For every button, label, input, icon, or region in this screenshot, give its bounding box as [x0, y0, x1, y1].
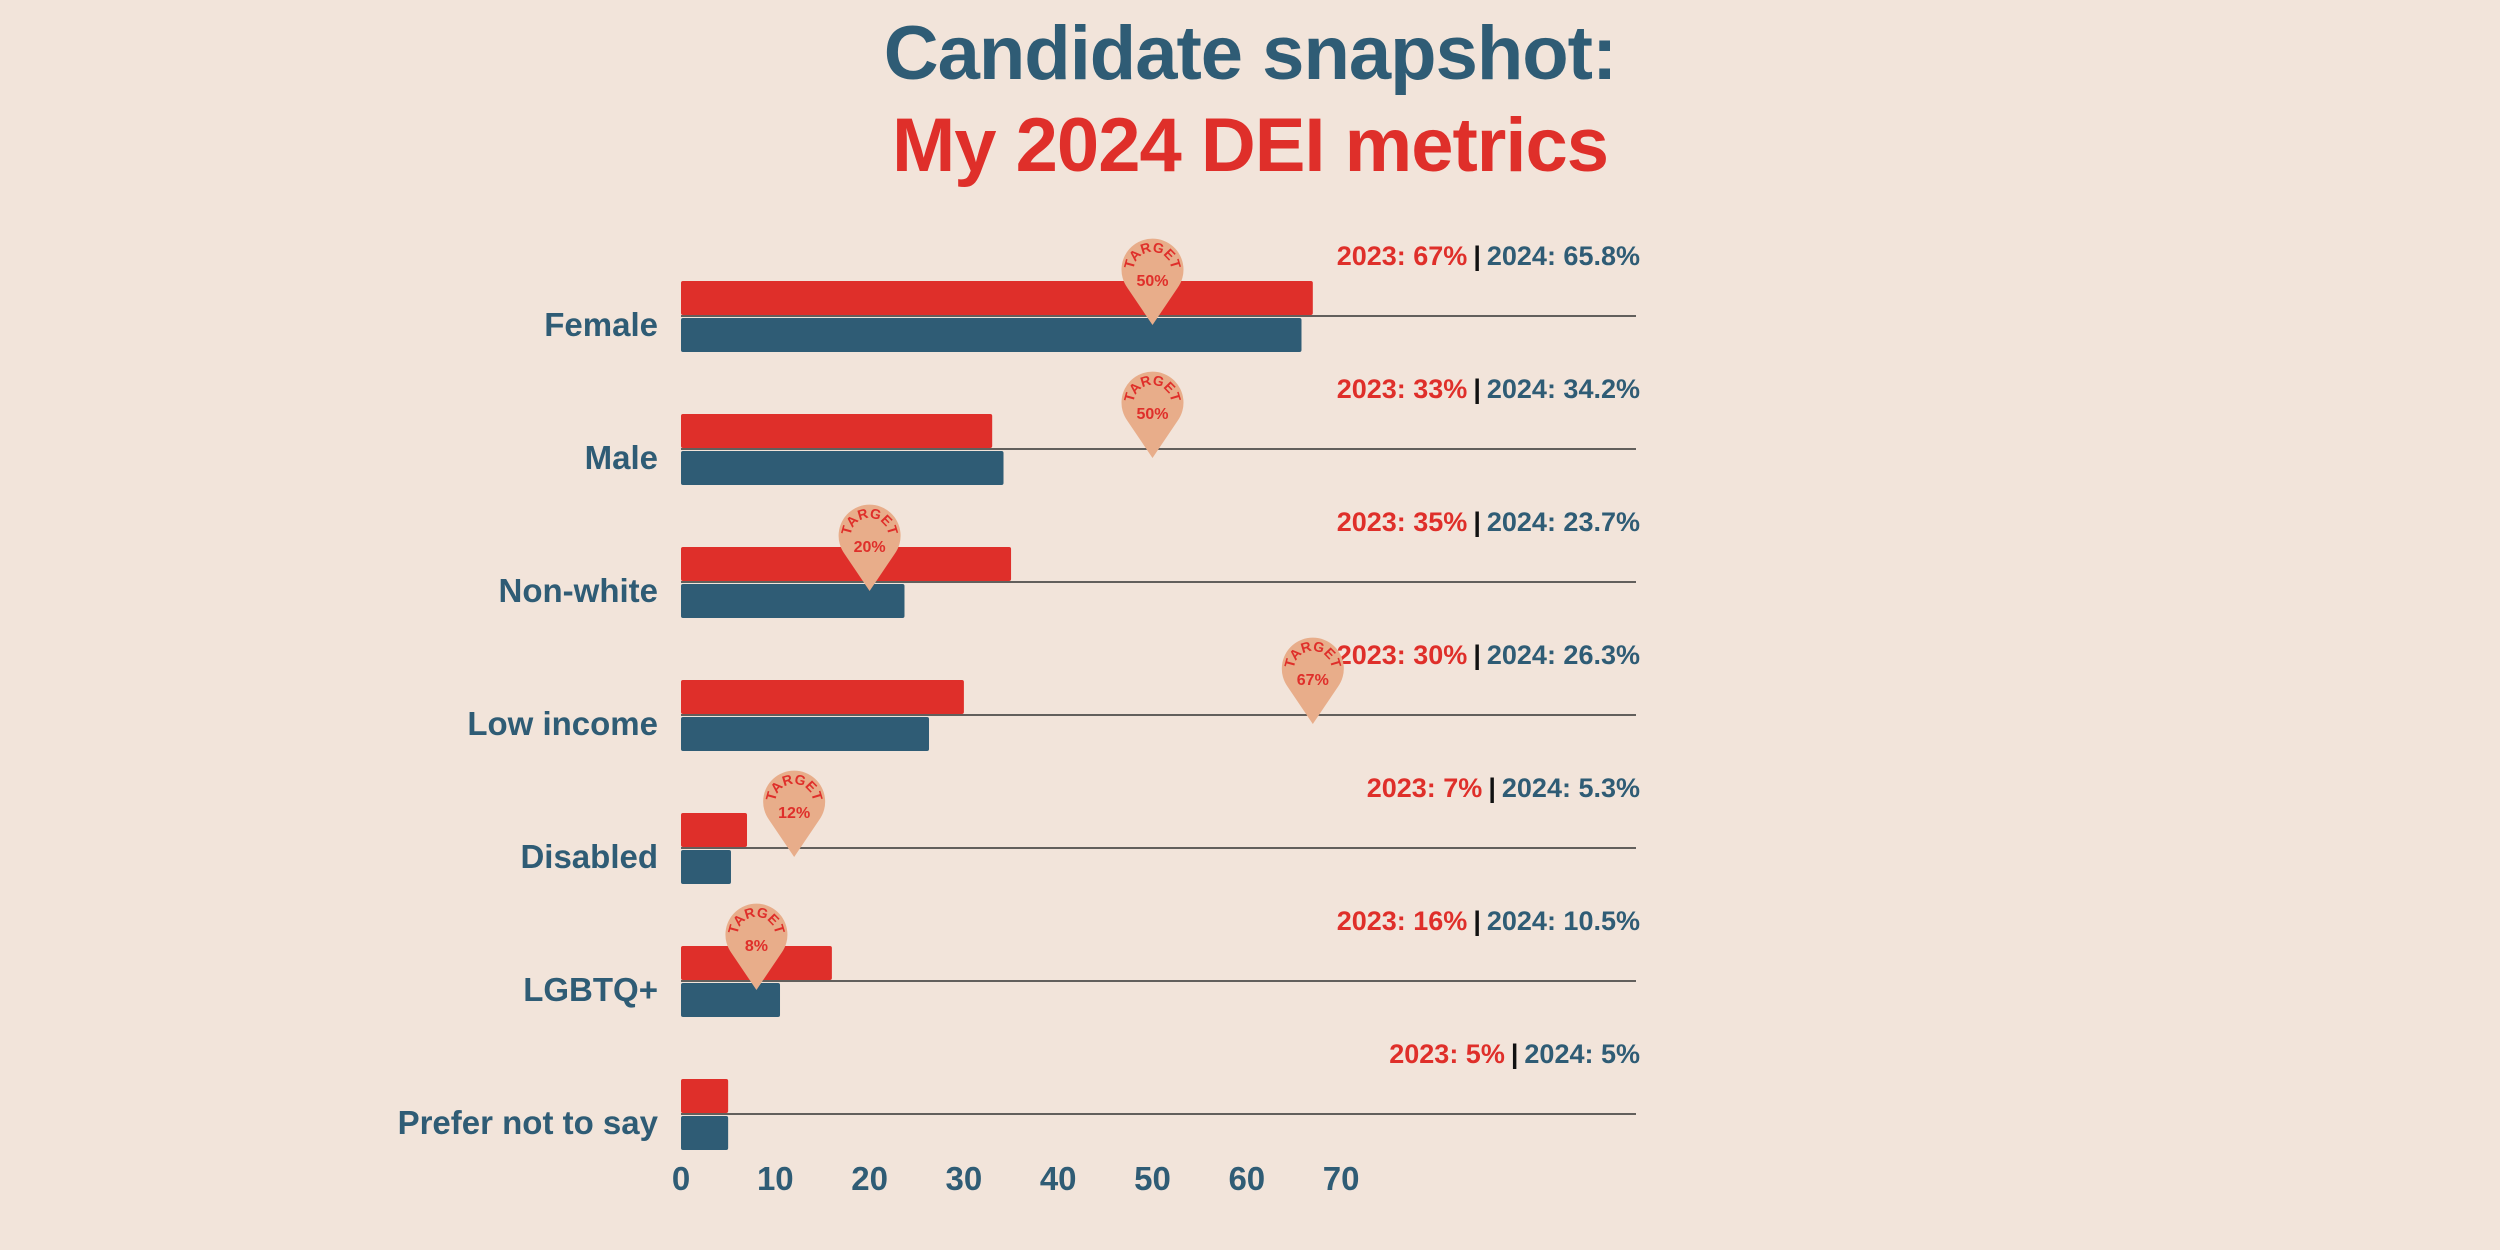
annotation-sep-5: | [1473, 906, 1481, 936]
bar-2024-1 [681, 451, 1004, 485]
annotation-5: 2023: 16% | 2024: 10.5% [1337, 906, 1640, 936]
annotation-sep-3: | [1473, 640, 1481, 670]
x-tick-60: 60 [1228, 1160, 1265, 1197]
annotation-4: 2023: 7% | 2024: 5.3% [1367, 773, 1640, 803]
target-value-0: 50% [1136, 273, 1168, 290]
annotation-2023-3: 2023: 30% [1337, 640, 1468, 670]
annotation-2023-2: 2023: 35% [1337, 507, 1468, 537]
category-labels: Female Male Non-white Low income Disabled LGB… [398, 306, 659, 1141]
annotation-2024-4: 2024: 5.3% [1502, 773, 1640, 803]
x-tick-0: 0 [672, 1160, 690, 1197]
annotation-2: 2023: 35% | 2024: 23.7% [1337, 507, 1640, 537]
bar-2023-1 [681, 414, 993, 448]
category-label-3: Low income [467, 705, 658, 742]
annotation-sep-0: | [1473, 241, 1481, 271]
target-value-4: 12% [778, 805, 810, 822]
annotation-sep-6: | [1511, 1039, 1519, 1069]
bar-2023-2 [681, 547, 1012, 581]
value-annotations: 2023: 67% | 2024: 65.8%2023: 33% | 2024: 34.… [1337, 241, 1640, 1069]
bar-2024-2 [681, 584, 905, 618]
title-line-1: Candidate snapshot: [883, 11, 1618, 96]
target-value-1: 50% [1136, 406, 1168, 423]
bar-2024-3 [681, 717, 930, 751]
annotation-2024-3: 2024: 26.3% [1487, 640, 1640, 670]
category-label-1: Male [585, 439, 658, 476]
annotation-2023-4: 2023: 7% [1367, 773, 1483, 803]
annotation-sep-4: | [1488, 773, 1496, 803]
category-label-4: Disabled [520, 838, 658, 875]
annotation-2023-0: 2023: 67% [1337, 241, 1468, 271]
bar-2023-0 [681, 281, 1313, 315]
baselines [681, 315, 1636, 1115]
target-value-3: 67% [1297, 672, 1329, 689]
x-tick-30: 30 [946, 1160, 983, 1197]
title-line-2: My 2024 DEI metrics [891, 103, 1609, 188]
annotation-1: 2023: 33% | 2024: 34.2% [1337, 374, 1640, 404]
annotation-2024-0: 2024: 65.8% [1487, 241, 1640, 271]
bar-2024-6 [681, 1116, 729, 1150]
x-tick-50: 50 [1134, 1160, 1171, 1197]
bar-2023-6 [681, 1079, 729, 1113]
bar-2024-0 [681, 318, 1302, 352]
annotation-2023-5: 2023: 16% [1337, 906, 1468, 936]
annotation-sep-1: | [1473, 374, 1481, 404]
bar-2023-4 [681, 813, 748, 847]
x-tick-10: 10 [757, 1160, 794, 1197]
x-tick-20: 20 [851, 1160, 888, 1197]
x-tick-40: 40 [1040, 1160, 1077, 1197]
annotation-2023-6: 2023: 5% [1389, 1039, 1505, 1069]
annotation-6: 2023: 5% | 2024: 5% [1389, 1039, 1640, 1069]
annotation-0: 2023: 67% | 2024: 65.8% [1337, 241, 1640, 271]
target-value-5: 8% [745, 938, 768, 955]
annotation-3: 2023: 30% | 2024: 26.3% [1337, 640, 1640, 670]
x-axis-ticks: 0 10 20 30 40 50 60 70 [672, 1160, 1360, 1197]
bar-2023-3 [681, 680, 964, 714]
category-label-5: LGBTQ+ [523, 971, 658, 1008]
category-label-6: Prefer not to say [398, 1104, 659, 1141]
bar-2024-4 [681, 850, 731, 884]
annotation-2024-1: 2024: 34.2% [1487, 374, 1640, 404]
annotation-2024-2: 2024: 23.7% [1487, 507, 1640, 537]
category-label-2: Non-white [499, 572, 658, 609]
target-value-2: 20% [854, 539, 886, 556]
annotation-2023-1: 2023: 33% [1337, 374, 1468, 404]
annotation-2024-6: 2024: 5% [1524, 1039, 1640, 1069]
category-label-0: Female [544, 306, 658, 343]
bar-2024-5 [681, 983, 781, 1017]
annotation-2024-5: 2024: 10.5% [1487, 906, 1640, 936]
annotation-sep-2: | [1473, 507, 1481, 537]
x-tick-70: 70 [1323, 1160, 1360, 1197]
